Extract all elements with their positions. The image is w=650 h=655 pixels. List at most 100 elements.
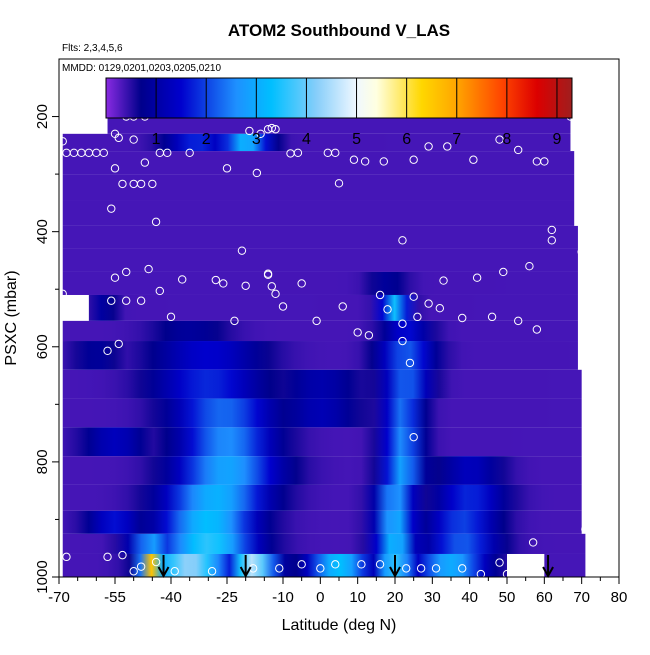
y-axis-label: PSXC (mbar) (3, 270, 20, 365)
heatmap-layer (62, 533, 586, 554)
sample-point (469, 155, 478, 164)
y-tick-label: 400 (34, 219, 51, 244)
sample-point (99, 148, 109, 158)
sample-point (338, 302, 347, 311)
sample-point (476, 569, 486, 577)
heatmap-layers (62, 116, 586, 577)
sample-point (129, 135, 138, 144)
sample-point (110, 273, 120, 282)
heatmap-layer (544, 553, 586, 577)
sample-point (487, 312, 497, 322)
heatmap-layer (62, 398, 582, 428)
colorbar-ticks: 1 2 3 4 5 6 7 8 9 (152, 78, 562, 148)
sample-point (185, 148, 194, 158)
sample-point (166, 312, 176, 322)
sample-point (178, 275, 187, 284)
heatmap-layer (88, 294, 578, 321)
sample-point (170, 567, 179, 576)
sample-point (103, 552, 112, 562)
sample-point (256, 129, 265, 139)
sample-point (383, 305, 392, 314)
sample-point (409, 292, 418, 301)
x-tick-label: 20 (387, 589, 404, 606)
sample-point (532, 325, 542, 334)
heatmap-layer (62, 133, 571, 152)
y-tick-label: 600 (34, 334, 51, 359)
sample-point (413, 312, 422, 322)
colorbar: 1 2 3 4 5 6 7 8 9 (105, 77, 573, 148)
x-tick-label: -25 (216, 589, 238, 606)
colorbar-tick-label: 7 (452, 131, 461, 148)
sample-point (297, 279, 306, 288)
x-axis-label: Latitude (deg N) (282, 617, 397, 634)
sample-point (472, 273, 482, 282)
sample-point (547, 236, 556, 245)
y-tick-label: 1000 (34, 560, 51, 593)
sample-point (364, 331, 374, 340)
sample-point (398, 336, 407, 346)
colorbar-tick-label: 1 (152, 131, 161, 148)
colorbar-tick-label: 8 (502, 131, 511, 148)
sample-point (151, 217, 161, 227)
y-tick-label: 200 (34, 104, 51, 129)
sample-point (241, 281, 250, 290)
heatmap-layer (62, 427, 582, 457)
sample-point (103, 346, 112, 356)
sample-point (458, 564, 467, 573)
sample-point (297, 560, 306, 569)
heatmap-layer (62, 553, 507, 577)
sample-point (275, 564, 284, 573)
sample-point (114, 339, 123, 349)
sample-point (207, 567, 217, 576)
sample-point (357, 560, 366, 569)
sample-point (62, 295, 71, 304)
dates-note: MMDD: 0129,0201,0203,0205,0210 (62, 63, 221, 74)
sample-point (577, 247, 586, 257)
sample-point (547, 225, 556, 235)
sample-point (514, 316, 523, 326)
sample-point (267, 123, 276, 133)
sample-point (148, 179, 157, 189)
sample-point (398, 236, 407, 245)
sample-point (219, 279, 228, 288)
sample-point (499, 267, 508, 277)
sample-point (62, 552, 71, 562)
sample-point (144, 264, 153, 274)
x-tick-label: 50 (499, 589, 516, 606)
sample-point (263, 269, 273, 278)
x-tick-label: 40 (461, 589, 478, 606)
x-tick-label: 70 (573, 589, 590, 606)
sample-point (525, 262, 534, 271)
sample-point (107, 296, 116, 305)
sample-point (136, 562, 146, 571)
sample-point (424, 299, 433, 308)
sample-point (140, 158, 150, 167)
heatmap-layer (62, 456, 582, 485)
heatmap-layer (62, 320, 578, 342)
x-tick-label: 10 (349, 589, 366, 606)
sample-point (331, 560, 340, 569)
colorbar-tick-label: 2 (202, 131, 211, 148)
sample-point (155, 286, 165, 296)
sample-point (110, 164, 120, 173)
sample-point (581, 525, 590, 534)
sample-point (409, 155, 418, 164)
heatmap-layer (107, 116, 571, 134)
y-axis: 200 400 600 800 1000 (34, 104, 59, 594)
sample-point (267, 282, 276, 291)
sample-point (514, 145, 523, 155)
x-tick-label: -55 (104, 589, 126, 606)
sample-point (439, 276, 448, 285)
sample-point (245, 126, 254, 136)
x-tick-label: 60 (536, 589, 553, 606)
sample-point (405, 358, 415, 368)
heatmap-layer (62, 200, 575, 226)
heatmap-layer (62, 484, 582, 511)
sample-point (375, 290, 385, 300)
sample-point (416, 564, 426, 573)
heatmap-layer (62, 341, 578, 370)
sample-point (129, 567, 138, 576)
sample-point (334, 179, 344, 188)
